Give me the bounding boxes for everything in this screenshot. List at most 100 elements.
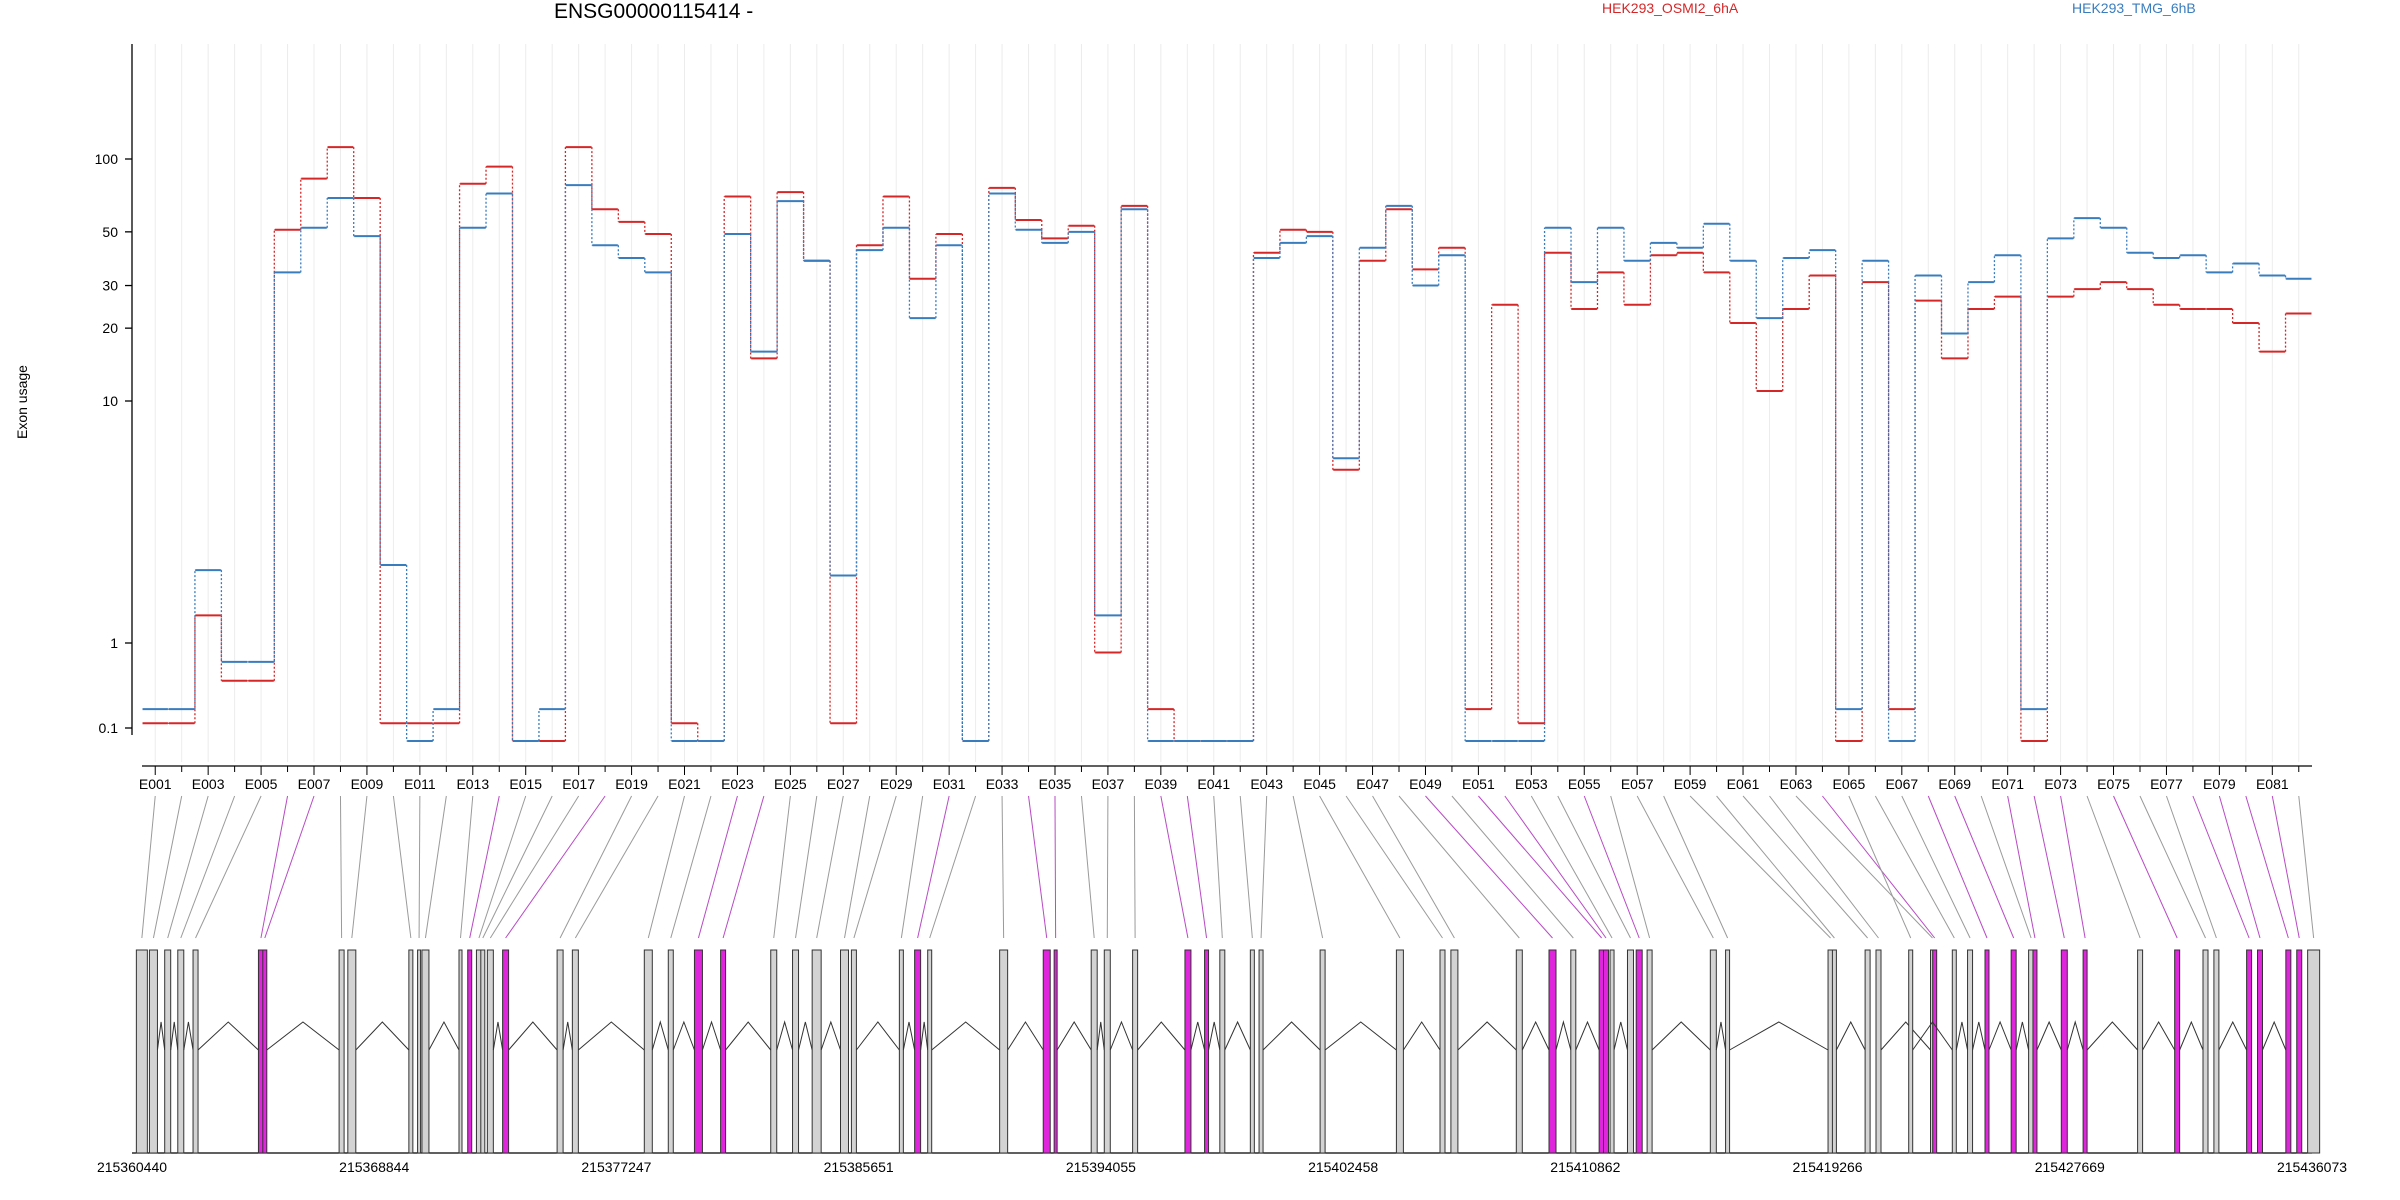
exon-box-e048 [1515,949,1523,1154]
connector-e073 [2060,795,2086,939]
connector-e079 [2218,795,2261,939]
x-tick-label-e071: E071 [1991,776,2024,792]
connector-e056 [1610,795,1651,939]
connector-e016 [482,795,553,939]
intron-e065 [1912,1021,1953,1051]
connector-e077 [2165,795,2217,939]
grid-lines [154,44,2300,762]
intron-e031 [920,1021,929,1051]
exon-box-e038 [1132,949,1139,1154]
intron-e029 [856,1021,900,1051]
connector-e055 [1583,795,1640,939]
connector-e035 [1054,795,1057,939]
x-tick-label-e009: E009 [351,776,384,792]
exon-box-e053 [1609,949,1615,1154]
connector-e028 [844,795,871,939]
connector-e012 [424,795,447,939]
legend-series-a: HEK293_OSMI2_6hA [1602,0,1739,16]
intron-e035 [1056,1021,1092,1051]
exon-box-e004 [177,949,185,1154]
intron-e069 [2015,1021,2030,1051]
intron-e050 [1575,1020,1600,1051]
exon-box-e033 [999,949,1009,1154]
exon-box-e052 [1603,949,1609,1154]
connector-e020 [574,795,659,939]
connector-e029 [853,795,897,939]
connector-e074 [2086,795,2141,939]
exon-box-e022 [667,949,674,1154]
gene-model: 215360440 215368844 215377247 215385651 2153… [97,949,2347,1175]
connector-e062 [1769,795,1879,939]
exon-box-e045 [1395,949,1404,1154]
connector-e067 [1901,795,1971,939]
exon-box-e029 [850,949,857,1154]
connector-e007 [264,795,315,939]
x-tick-label-e029: E029 [880,776,913,792]
exon-box-e019 [556,949,564,1154]
exon-box-e065 [1908,949,1914,1154]
connector-e019 [559,795,633,939]
intron-e062 [1880,1021,1931,1051]
exon-box-e013 [458,949,463,1154]
x-tick-label-e019: E019 [615,776,648,792]
series-hek293-tmg-6hb [142,184,2312,742]
connector-e041 [1213,795,1223,939]
exon-box-e005 [192,949,199,1154]
exon-box-e064 [1932,949,1938,1154]
exon-box-e046 [1439,949,1446,1154]
x-tick-label-e035: E035 [1039,776,1072,792]
x-tick-label-e007: E007 [298,776,331,792]
connector-e082 [2298,795,2315,939]
connector-e051 [1478,795,1603,939]
genomic-tick-label-9: 215436073 [2277,1159,2347,1175]
connector-e042 [1239,795,1253,939]
connector-e037 [1106,795,1109,939]
exon-box-e079 [2257,949,2263,1154]
exon-box-e037 [1103,949,1111,1154]
connector-e022 [670,795,712,939]
x-tick-label-e053: E053 [1515,776,1548,792]
intron-e073 [2086,1021,2138,1051]
connector-e036 [1080,795,1095,939]
connector-e069 [1954,795,2015,939]
connector-e068 [1927,795,1988,939]
x-tick-label-e067: E067 [1885,776,1918,792]
intron-e020 [578,1021,645,1051]
connector-e070 [1980,795,2032,939]
exon-box-e009 [347,949,357,1154]
connector-e054 [1557,795,1631,939]
intron-e072 [2066,1020,2084,1051]
connector-e048 [1398,795,1520,939]
exon-box-e050 [1570,949,1577,1154]
exon-box-e042 [1249,949,1255,1154]
intron-e018 [508,1021,558,1051]
x-tick-label-e033: E033 [986,776,1019,792]
exon-box-e028 [840,949,849,1154]
connector-e025 [773,795,791,939]
y-tick-label-20: 20 [102,320,118,336]
connector-e053 [1530,795,1613,939]
intron-e012 [428,1020,460,1051]
connector-e057 [1636,795,1714,939]
connector-e010 [392,795,412,939]
exon-box-e002 [148,949,158,1154]
x-tick-label-e065: E065 [1833,776,1866,792]
x-tick-label-e037: E037 [1092,776,1125,792]
intron-e048 [1521,1020,1550,1051]
connector-e015 [478,795,527,939]
connector-e033 [1001,795,1005,939]
y-tick-label-100: 100 [95,151,119,167]
intron-e068 [1988,1020,2012,1051]
connector-e064 [1822,795,1936,939]
connector-e006 [260,795,289,939]
intron-e066 [1955,1021,1969,1051]
connector-e009 [351,795,368,939]
exon-box-e034 [1042,949,1051,1154]
connector-e038 [1133,795,1136,939]
connector-e034 [1028,795,1048,939]
intron-e057 [1715,1021,1727,1051]
exon-box-e023 [693,949,703,1154]
intron-e033 [1007,1021,1044,1051]
x-tick-label-e043: E043 [1250,776,1283,792]
